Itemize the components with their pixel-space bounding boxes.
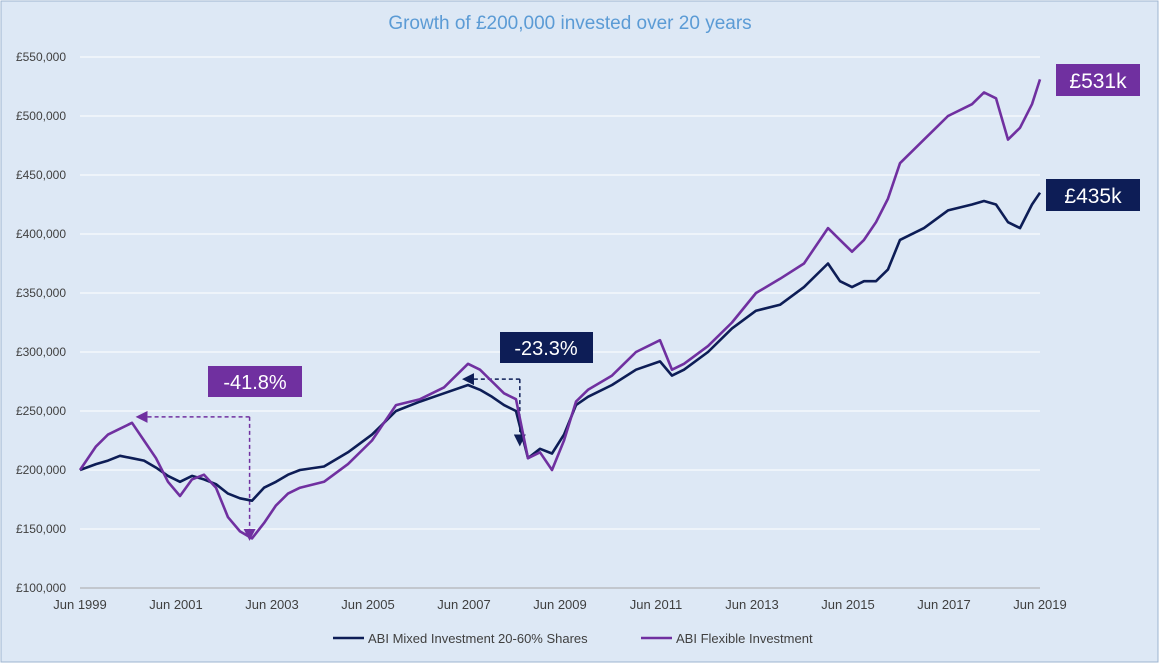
x-tick-label: Jun 2019 xyxy=(1013,597,1067,612)
y-tick-label: £250,000 xyxy=(16,404,66,418)
y-tick-label: £300,000 xyxy=(16,345,66,359)
y-tick-label: £550,000 xyxy=(16,50,66,64)
x-tick-label: Jun 2003 xyxy=(245,597,299,612)
x-tick-label: Jun 2013 xyxy=(725,597,779,612)
axes: £100,000 £150,000 £200,000 £250,000 £300,000… xyxy=(16,50,1067,612)
y-tick-label: £350,000 xyxy=(16,286,66,300)
end-label-flexible: £531k xyxy=(1069,70,1127,93)
drawdown-annotations: -41.8% -23.3% xyxy=(135,332,593,541)
drawdown-badge xyxy=(208,366,302,397)
x-tick-label: Jun 2009 xyxy=(533,597,587,612)
y-tick-label: £150,000 xyxy=(16,522,66,536)
drawdown-badge-label: -41.8% xyxy=(223,372,287,394)
series-lines xyxy=(78,79,1042,540)
series-line xyxy=(78,79,1042,540)
end-label-box xyxy=(1046,179,1140,211)
legend-label: ABI Mixed Investment 20-60% Shares xyxy=(368,631,588,646)
chart-title: Growth of £200,000 invested over 20 year… xyxy=(388,13,751,34)
series-line xyxy=(79,191,1042,503)
x-tick-label: Jun 2005 xyxy=(341,597,395,612)
end-label-mixed: £435k xyxy=(1064,185,1122,208)
x-tick-label: Jun 2007 xyxy=(437,597,491,612)
x-tick-label: Jun 2011 xyxy=(630,597,683,612)
y-tick-label: £100,000 xyxy=(16,581,66,595)
legend-label: ABI Flexible Investment xyxy=(676,631,813,646)
drawdown-badge-label: -23.3% xyxy=(514,338,578,360)
end-labels: £531k £435k xyxy=(1046,64,1140,211)
drawdown-badge xyxy=(500,332,593,363)
x-tick-label: Jun 2017 xyxy=(917,597,971,612)
x-tick-label: Jun 2015 xyxy=(821,597,875,612)
end-label-box xyxy=(1056,64,1140,96)
y-tick-label: £500,000 xyxy=(16,109,66,123)
x-tick-label: Jun 2001 xyxy=(149,597,203,612)
y-tick-label: £200,000 xyxy=(16,463,66,477)
legend: ABI Mixed Investment 20-60% Shares ABI Fl… xyxy=(333,631,813,646)
y-tick-label: £400,000 xyxy=(16,227,66,241)
x-tick-label: Jun 1999 xyxy=(53,597,107,612)
y-tick-label: £450,000 xyxy=(16,168,66,182)
